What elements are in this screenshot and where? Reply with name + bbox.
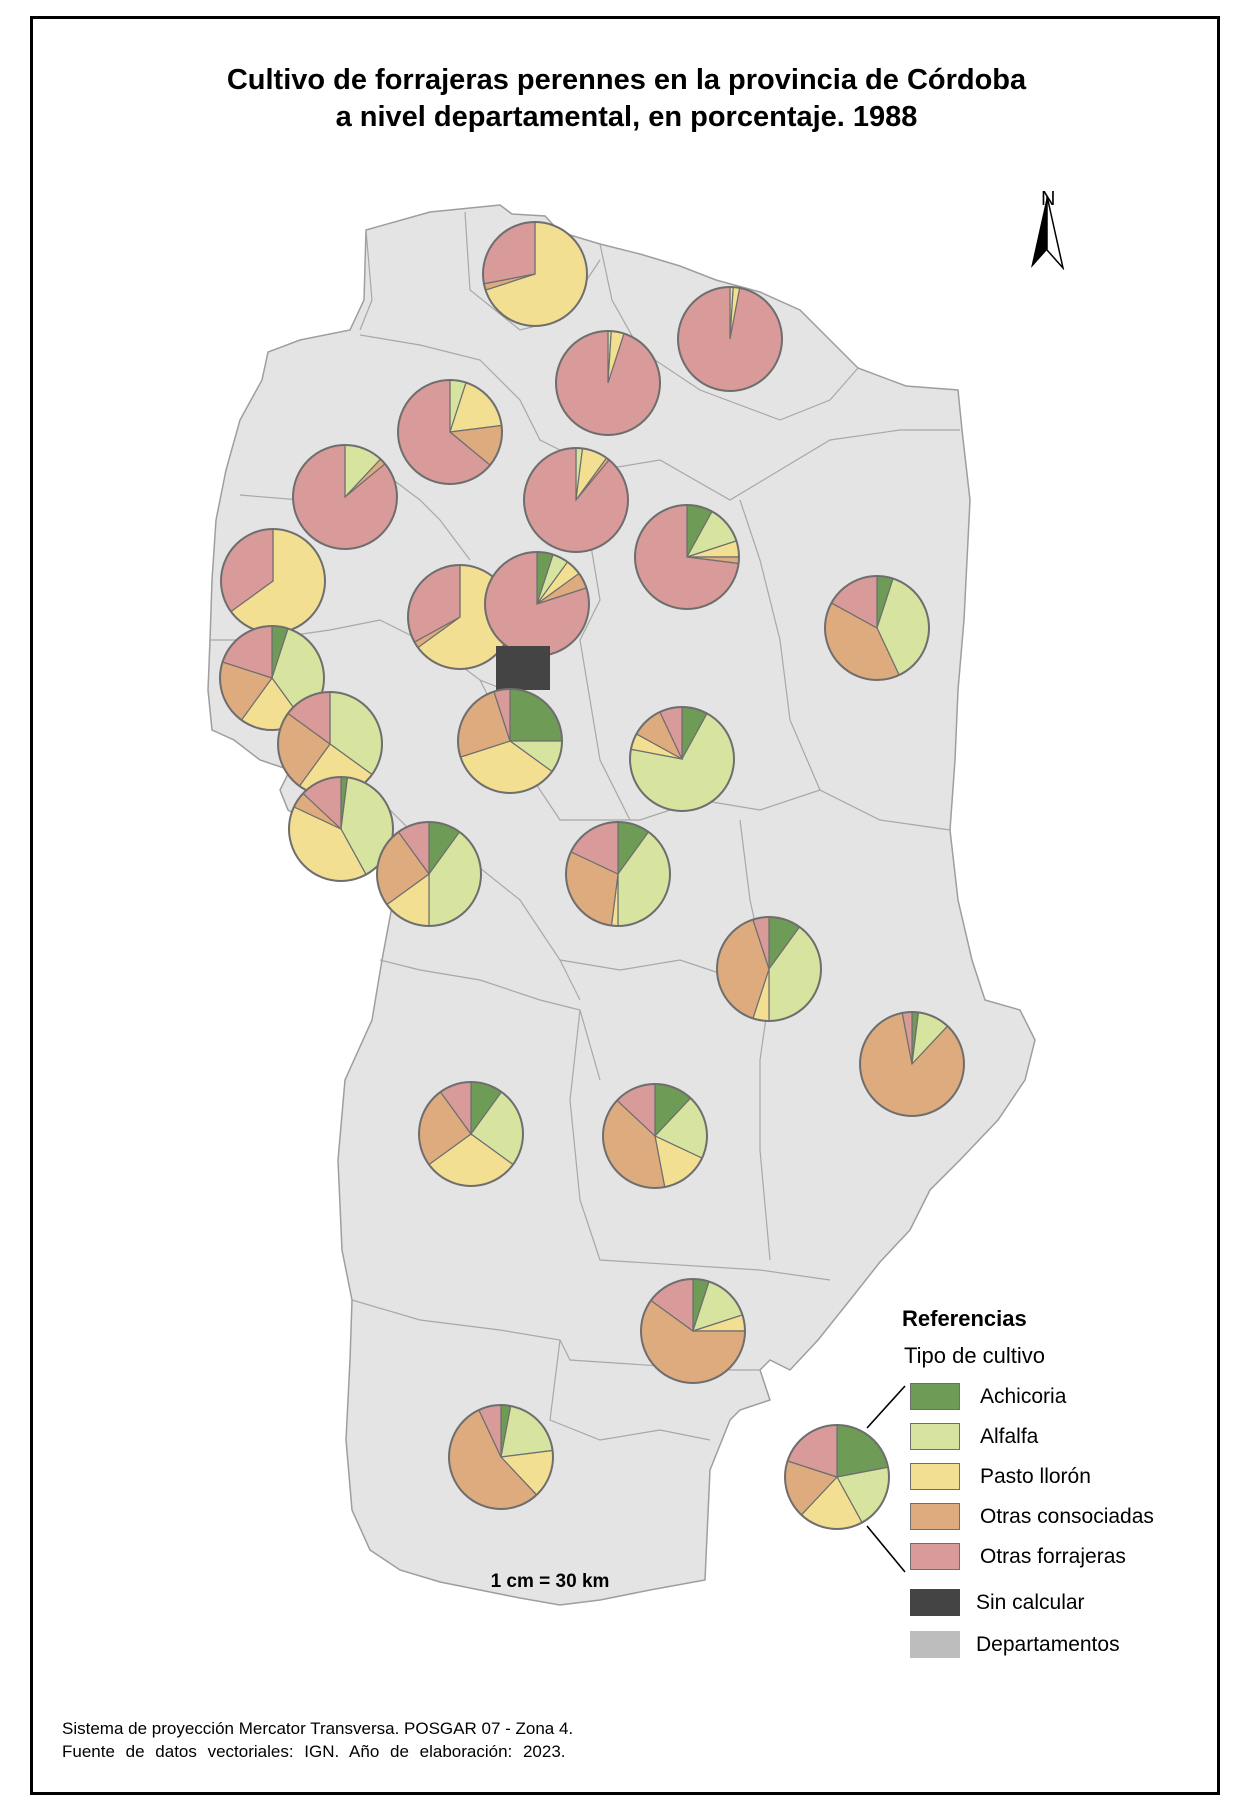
north-label: N: [1041, 188, 1056, 210]
pie-marcos-juarez-outline: [859, 1011, 965, 1117]
legend-swatch-otras-forrajeras: [910, 1543, 960, 1570]
legend-label-sin-calcular: Sin calcular: [976, 1591, 1085, 1614]
pie-sobremonte-outline: [482, 221, 588, 327]
pie-santa-maria: [457, 688, 563, 794]
pie-minas-outline: [292, 444, 398, 550]
legend-pie-chart: [784, 1424, 890, 1530]
pie-juarez-celman: [602, 1083, 708, 1189]
department-border: [739, 819, 771, 1261]
legend-swatch-otras-consociadas: [910, 1503, 960, 1530]
legend-subtitle: Tipo de cultivo: [904, 1343, 1046, 1368]
pie-general-san-martin: [565, 821, 671, 927]
sin-calcular-capital: [496, 646, 550, 690]
pie-chart-layer: [219, 221, 965, 1510]
legend-label-alfalfa: Alfalfa: [980, 1425, 1039, 1448]
pie-tulumba: [555, 330, 661, 436]
pie-minas: [292, 444, 398, 550]
pie-calamuchita-outline: [288, 776, 394, 882]
department-border: [379, 959, 601, 1081]
legend-swatch-achicoria: [910, 1383, 960, 1410]
map-title: Cultivo de forrajeras perennes en la pro…: [0, 62, 1253, 136]
legend-leader-line-bottom: [866, 1525, 906, 1573]
department-border: [739, 499, 951, 831]
map-title-line-1: Cultivo de forrajeras perennes en la pro…: [226, 64, 1027, 96]
legend-swatch-pasto-lloron: [910, 1463, 960, 1490]
pie-san-alberto-outline: [219, 625, 325, 731]
pie-union-outline: [716, 916, 822, 1022]
pie-san-justo: [824, 575, 930, 681]
footer-source: Fuente de datos vectoriales: IGN. Año de…: [62, 1742, 566, 1761]
pie-calamuchita: [288, 776, 394, 882]
legend-swatch-departamentos: [910, 1631, 960, 1658]
pie-rio-primero-outline: [634, 504, 740, 610]
pie-union: [716, 916, 822, 1022]
pie-totoral: [523, 447, 629, 553]
pie-presidente-roque-saenz-pena: [640, 1278, 746, 1384]
pie-ischilin-outline: [397, 379, 503, 485]
pie-san-justo-outline: [824, 575, 930, 681]
pie-santa-maria-outline: [457, 688, 563, 794]
pie-general-roca: [448, 1404, 554, 1510]
north-arrow-right-half: [1046, 195, 1065, 270]
pie-juarez-celman-outline: [602, 1083, 708, 1189]
footer-notes: Sistema de proyección Mercator Transvers…: [62, 1717, 573, 1763]
map-title-line-2: a nivel departamental, en porcentaje. 19…: [335, 101, 918, 133]
pie-pocho: [220, 528, 326, 634]
legend-title: Referencias: [902, 1306, 1027, 1331]
pie-tulumba-outline: [555, 330, 661, 436]
legend-pie-outline: [784, 1424, 890, 1530]
pie-marcos-juarez: [859, 1011, 965, 1117]
legend-label-otras-consociadas: Otras consociadas: [980, 1505, 1154, 1528]
north-arrow-left-half: [1031, 196, 1047, 268]
department-border: [549, 1339, 711, 1441]
legend-label-otras-forrajeras: Otras forrajeras: [980, 1545, 1126, 1568]
pie-rio-cuarto: [418, 1081, 524, 1187]
legend-swatch-sin-calcular: [910, 1589, 960, 1616]
legend-label-departamentos: Departamentos: [976, 1633, 1120, 1656]
pie-rio-cuarto-outline: [418, 1081, 524, 1187]
pie-general-roca-outline: [448, 1404, 554, 1510]
pie-totoral-outline: [523, 447, 629, 553]
pie-rio-segundo: [629, 706, 735, 812]
pie-rio-seco-outline: [677, 286, 783, 392]
legend-leader-line-top: [866, 1385, 906, 1429]
pie-punilla: [484, 551, 590, 657]
pie-capital: [496, 646, 550, 690]
pie-rio-segundo-outline: [629, 706, 735, 812]
department-border: [569, 1009, 831, 1281]
pie-ischilin: [397, 379, 503, 485]
scale-text: 1 cm = 30 km: [490, 1571, 610, 1592]
pie-general-san-martin-outline: [565, 821, 671, 927]
pie-sobremonte: [482, 221, 588, 327]
legend-label-achicoria: Achicoria: [980, 1385, 1067, 1408]
pie-presidente-roque-saenz-pena-outline: [640, 1278, 746, 1384]
pie-rio-primero: [634, 504, 740, 610]
legend-label-pasto-lloron: Pasto llorón: [980, 1465, 1091, 1488]
legend-leader-lines: [866, 1385, 906, 1573]
department-border: [599, 243, 859, 421]
north-arrow-icon: [1031, 195, 1065, 270]
pie-tercero-arriba-outline: [376, 821, 482, 927]
department-border: [359, 334, 960, 501]
legend-swatch-alfalfa: [910, 1423, 960, 1450]
department-border: [359, 229, 373, 331]
footer-projection: Sistema de proyección Mercator Transvers…: [62, 1719, 574, 1738]
pie-rio-seco: [677, 286, 783, 392]
pie-tercero-arriba: [376, 821, 482, 927]
map-frame: [30, 16, 1220, 1795]
